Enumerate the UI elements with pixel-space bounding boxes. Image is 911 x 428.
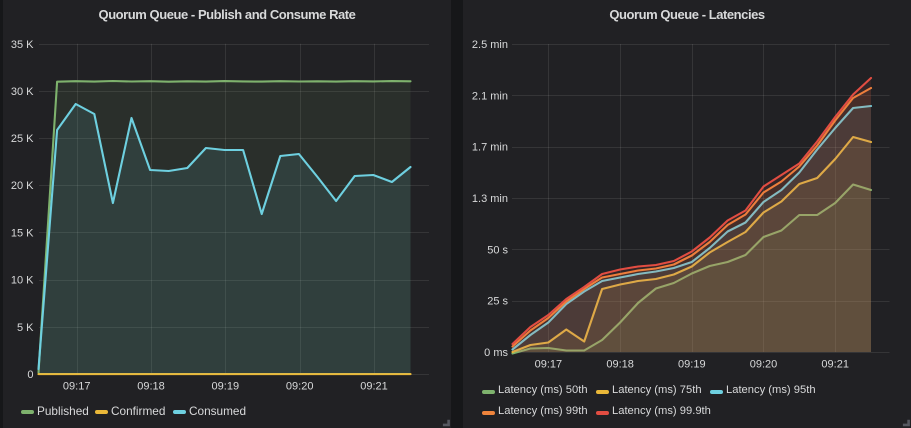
svg-text:50 s: 50 s	[487, 244, 508, 256]
svg-text:25 K: 25 K	[11, 133, 34, 145]
svg-text:0 ms: 0 ms	[484, 347, 508, 359]
svg-text:20 K: 20 K	[11, 180, 34, 192]
svg-text:1.3 min: 1.3 min	[472, 193, 508, 205]
svg-text:09:21: 09:21	[821, 359, 849, 371]
svg-text:2.1 min: 2.1 min	[472, 90, 508, 102]
svg-text:09:19: 09:19	[678, 359, 706, 371]
svg-text:09:20: 09:20	[286, 381, 314, 393]
svg-text:35 K: 35 K	[11, 39, 34, 51]
svg-text:30 K: 30 K	[11, 86, 34, 98]
svg-text:15 K: 15 K	[11, 227, 34, 239]
svg-text:09:19: 09:19	[212, 381, 240, 393]
svg-text:09:17: 09:17	[535, 359, 563, 371]
svg-text:09:20: 09:20	[750, 359, 778, 371]
svg-text:5 K: 5 K	[17, 322, 34, 334]
svg-text:09:18: 09:18	[137, 381, 165, 393]
svg-text:09:21: 09:21	[360, 381, 388, 393]
svg-text:1.7 min: 1.7 min	[472, 142, 508, 154]
svg-text:25 s: 25 s	[487, 296, 508, 308]
svg-text:2.5 min: 2.5 min	[472, 39, 508, 51]
svg-text:10 K: 10 K	[11, 275, 34, 287]
svg-text:0: 0	[27, 369, 33, 381]
svg-text:09:17: 09:17	[63, 381, 91, 393]
svg-text:09:18: 09:18	[606, 359, 634, 371]
